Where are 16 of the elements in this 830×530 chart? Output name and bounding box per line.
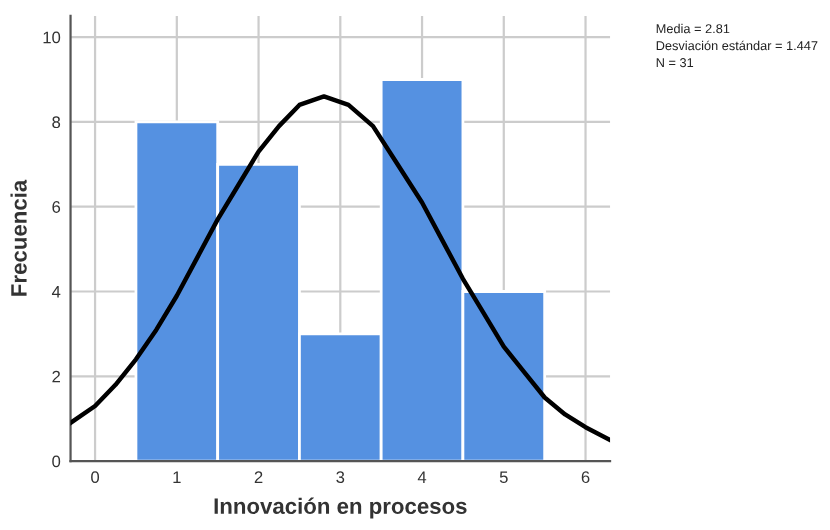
x-tick-label: 0: [91, 471, 100, 484]
x-axis-title: Innovación en procesos: [214, 497, 467, 519]
x-tick-label: 1: [173, 471, 181, 483]
x-tick-label: 6: [581, 471, 590, 484]
x-tick-label: 5: [499, 471, 508, 484]
y-tick-label: 0: [52, 455, 61, 468]
y-axis-title: Frecuencia: [10, 179, 27, 296]
y-tick-label: 4: [51, 286, 61, 298]
x-tick-label: 2: [254, 471, 263, 483]
y-tick-label: 10: [43, 31, 61, 44]
y-tick-label: 6: [52, 201, 61, 213]
y-tick-label: 8: [52, 116, 61, 129]
y-tick-label: 2: [52, 370, 60, 383]
x-tick-label: 4: [417, 471, 427, 483]
line-series: [70, 94, 611, 443]
x-tick-label: 3: [336, 471, 345, 484]
